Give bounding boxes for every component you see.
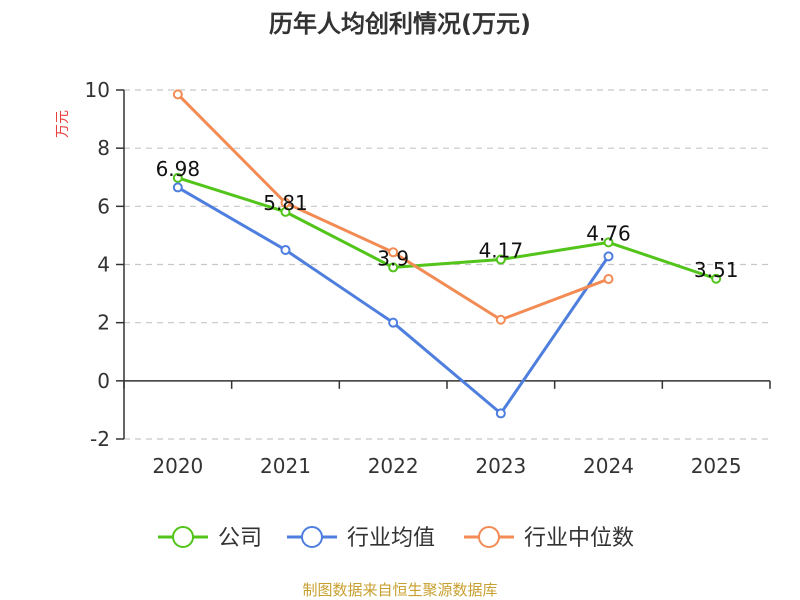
x-tick-label: 2024 (583, 454, 634, 478)
legend-label: 公司 (218, 526, 262, 551)
y-tick-label: -2 (90, 427, 110, 451)
y-tick-label: 2 (97, 311, 110, 335)
data-point (172, 89, 183, 100)
x-tick-label: 2023 (475, 454, 526, 478)
series-line-0 (177, 176, 717, 281)
data-point (711, 273, 722, 284)
source-note: 制图数据来自恒生聚源数据库 (302, 581, 497, 599)
legend-item: 行业均值 (287, 526, 435, 551)
data-label: 4.76 (586, 221, 631, 245)
x-tick-label: 2025 (691, 454, 742, 478)
data-label: 3.51 (694, 258, 739, 282)
data-point (388, 317, 399, 328)
data-point (280, 206, 291, 217)
x-tick-label: 2022 (368, 454, 419, 478)
series-line-2 (176, 93, 610, 322)
data-point (603, 237, 614, 248)
data-point (388, 247, 399, 258)
series-lines (172, 89, 722, 419)
data-point (172, 172, 183, 183)
data-label: 5.81 (263, 191, 308, 215)
x-tick-label: 2021 (260, 454, 311, 478)
data-point (603, 274, 614, 285)
y-tick-label: 10 (85, 78, 110, 102)
legend-label: 行业均值 (347, 526, 435, 551)
y-tick-label: 4 (97, 253, 110, 277)
y-tick-label: 6 (97, 194, 110, 218)
legend: 公司 行业均值 行业中位数 (158, 526, 634, 551)
data-labels: 6.98 5.81 3.9 4.17 4.76 3.51 (156, 157, 739, 282)
data-label: 6.98 (156, 157, 201, 181)
y-tick-label: 0 (97, 369, 110, 393)
data-label: 4.17 (479, 239, 524, 263)
legend-marker (172, 526, 194, 548)
y-tick-label: 8 (97, 136, 110, 160)
y-axis-unit: 万元 (55, 110, 71, 138)
legend-marker (301, 526, 323, 548)
data-point (495, 408, 506, 419)
legend-item: 公司 (158, 526, 262, 551)
chart-title: 历年人均创利情况(万元) (269, 10, 531, 38)
data-label: 3.9 (377, 246, 409, 270)
legend-marker (478, 526, 500, 548)
series-line-1 (177, 186, 610, 415)
legend-label: 行业中位数 (524, 526, 634, 551)
data-point (172, 182, 183, 193)
data-point (388, 262, 399, 273)
legend-item: 行业中位数 (464, 526, 634, 551)
data-point (495, 314, 506, 325)
data-point (603, 251, 614, 262)
data-point (495, 254, 506, 265)
axes: -2 0 2 4 6 8 10 2020 2021 2022 2023 2024 2025 (85, 78, 771, 478)
x-tick-label: 2020 (152, 454, 203, 478)
data-point (280, 197, 291, 208)
data-point (280, 244, 291, 255)
